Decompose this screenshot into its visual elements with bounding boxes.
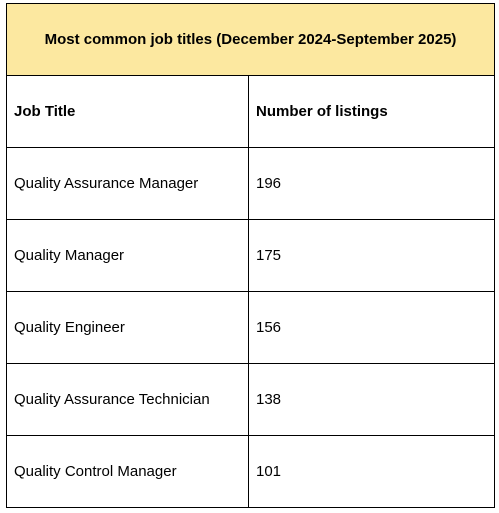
job-title-cell: Quality Engineer — [6, 291, 249, 364]
job-title-cell: Quality Assurance Technician — [6, 363, 249, 436]
header-row: Job Title Number of listings — [6, 75, 496, 148]
job-titles-table: Most common job titles (December 2024-Se… — [5, 3, 496, 508]
header-number-of-listings: Number of listings — [247, 75, 496, 148]
table-row: Quality Manager 175 — [6, 219, 496, 292]
table-row: Quality Control Manager 101 — [6, 435, 496, 508]
header-job-title: Job Title — [6, 75, 249, 148]
job-title-cell: Quality Manager — [6, 219, 249, 292]
table-row: Quality Assurance Technician 138 — [6, 363, 496, 436]
listings-count-cell: 156 — [247, 291, 496, 364]
table-title: Most common job titles (December 2024-Se… — [5, 3, 496, 76]
table-row: Quality Assurance Manager 196 — [6, 147, 496, 220]
job-title-cell: Quality Assurance Manager — [6, 147, 249, 220]
listings-count-cell: 101 — [247, 435, 496, 508]
title-row: Most common job titles (December 2024-Se… — [5, 3, 496, 76]
listings-count-cell: 175 — [247, 219, 496, 292]
listings-count-cell: 138 — [247, 363, 496, 436]
listings-count-cell: 196 — [247, 147, 496, 220]
job-title-cell: Quality Control Manager — [6, 435, 249, 508]
table-row: Quality Engineer 156 — [6, 291, 496, 364]
